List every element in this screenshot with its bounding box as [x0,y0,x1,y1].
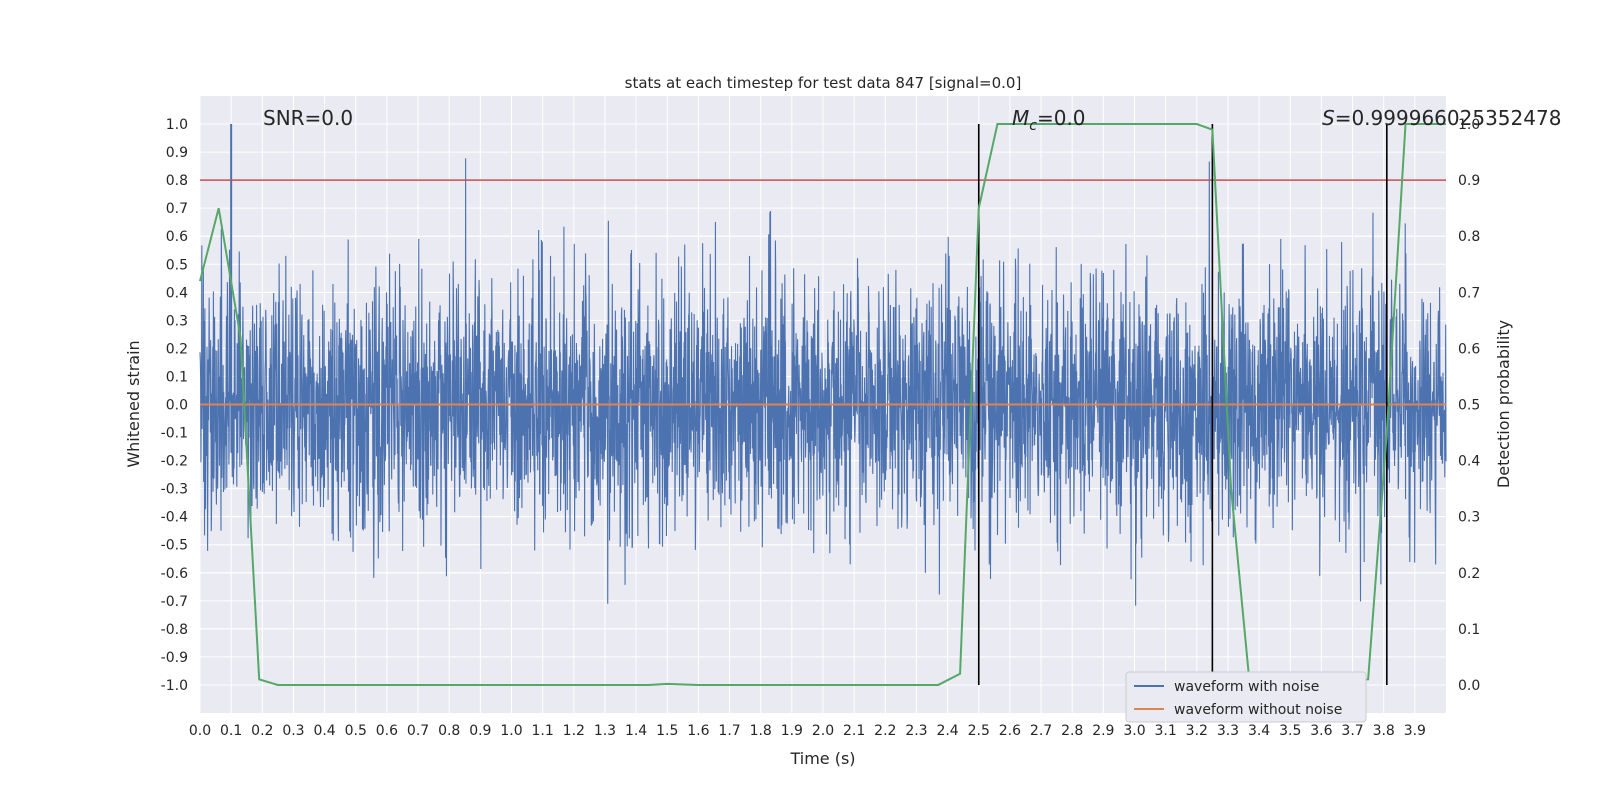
y-tick-label-right: 0.7 [1458,285,1480,301]
y-tick-label-left: 0.5 [166,257,188,273]
x-tick-label: 1.3 [594,723,616,739]
x-tick-label: 1.1 [532,723,554,739]
x-tick-label: 2.4 [936,723,958,739]
x-tick-label: 3.2 [1186,723,1208,739]
x-tick-label: 2.8 [1061,723,1083,739]
mc-annotation: Mc=0.0 [1012,106,1086,134]
x-tick-label: 0.9 [469,723,491,739]
y-tick-label-right: 0.0 [1458,678,1480,694]
mc-symbol: M [1012,106,1029,130]
x-tick-label: 2.1 [843,723,865,739]
y-tick-label-left: 0.4 [166,285,188,301]
y-tick-label-left: 0.8 [166,173,188,189]
x-tick-label: 0.0 [189,723,211,739]
y-tick-label-right: 0.3 [1458,510,1480,526]
x-tick-label: 3.3 [1217,723,1239,739]
x-tick-label: 3.6 [1310,723,1332,739]
x-tick-label: 2.2 [874,723,896,739]
y-tick-label-left: 0.0 [166,398,188,414]
y-tick-label-left: -0.1 [161,426,188,442]
y-tick-label-left: -0.4 [161,510,188,526]
x-tick-label: 3.0 [1123,723,1145,739]
s-symbol: S [1322,106,1335,130]
x-tick-label: 3.1 [1155,723,1177,739]
x-tick-label: 0.2 [251,723,273,739]
x-tick-label: 2.3 [905,723,927,739]
y-tick-label-right: 0.9 [1458,173,1480,189]
x-tick-label: 1.4 [625,723,647,739]
s-annotation: S=0.999966025352478 [1322,106,1561,130]
y-tick-label-right: 0.5 [1458,398,1480,414]
legend: waveform with noise waveform without noi… [1125,671,1367,723]
x-tick-label: 0.5 [345,723,367,739]
x-tick-label: 2.5 [968,723,990,739]
noise-waveform [199,124,1447,606]
y-tick-label-left: -0.6 [161,566,188,582]
x-tick-label: 2.9 [1092,723,1114,739]
x-tick-label: 1.9 [781,723,803,739]
x-tick-label: 1.6 [687,723,709,739]
x-tick-label: 2.7 [1030,723,1052,739]
x-tick-label: 0.7 [407,723,429,739]
snr-annotation: SNR=0.0 [263,106,353,130]
x-tick-label: 0.6 [376,723,398,739]
y-tick-label-left: 0.9 [166,145,188,161]
y-tick-label-left: 0.3 [166,313,188,329]
y-tick-label-left: 0.2 [166,341,188,357]
x-tick-label: 2.6 [999,723,1021,739]
y-tick-label-left: -0.3 [161,482,188,498]
x-tick-label: 0.3 [282,723,304,739]
x-tick-label: 1.7 [718,723,740,739]
x-tick-label: 3.4 [1248,723,1270,739]
x-tick-label: 1.5 [656,723,678,739]
x-tick-label: 3.8 [1373,723,1395,739]
x-tick-label: 3.9 [1404,723,1426,739]
series-waveform-with-noise [199,158,1447,606]
y-tick-label-right: 0.2 [1458,566,1480,582]
legend-label-with-noise: waveform with noise [1174,679,1319,695]
x-tick-label: 3.7 [1341,723,1363,739]
x-tick-label: 0.8 [438,723,460,739]
x-tick-label: 3.5 [1279,723,1301,739]
y-tick-label-right: 0.4 [1458,454,1480,470]
y-tick-label-left: -0.9 [161,650,188,666]
y-tick-label-right: 1.0 [1458,117,1480,133]
legend-label-without-noise: waveform without noise [1174,702,1342,718]
y-tick-label-right: 0.6 [1458,341,1480,357]
mc-subscript: c [1029,118,1037,134]
y-axis-label-right: Detection probability [1494,320,1513,488]
y-tick-label-left: -1.0 [161,678,188,694]
x-axis-label: Time (s) [789,749,855,768]
x-tick-label: 1.0 [500,723,522,739]
x-tick-label: 0.1 [220,723,242,739]
chart-title: stats at each timestep for test data 847… [625,74,1022,92]
y-tick-label-right: 0.1 [1458,622,1480,638]
y-tick-label-left: -0.2 [161,454,188,470]
legend-box [1125,671,1367,723]
y-tick-label-left: 1.0 [166,117,188,133]
x-tick-label: 1.2 [563,723,585,739]
y-tick-label-left: 0.1 [166,369,188,385]
y-tick-label-left: 0.7 [166,201,188,217]
x-tick-label: 1.8 [750,723,772,739]
s-value: =0.999966025352478 [1335,106,1562,130]
y-tick-label-left: -0.5 [161,538,188,554]
y-tick-label-left: 0.6 [166,229,188,245]
ticks: 0.0 0.1 0.2 0.3 0.4 0.5 0.6 0.7 0.8 0.9 1.0 1.1 1.2 1… [161,117,1481,739]
y-tick-label-left: -0.7 [161,594,188,610]
y-tick-label-left: -0.8 [161,622,188,638]
x-tick-label: 0.4 [313,723,335,739]
mc-value: =0.0 [1037,106,1086,130]
y-axis-label-left: Whitened strain [124,340,143,467]
x-tick-label: 2.0 [812,723,834,739]
y-tick-label-right: 0.8 [1458,229,1480,245]
